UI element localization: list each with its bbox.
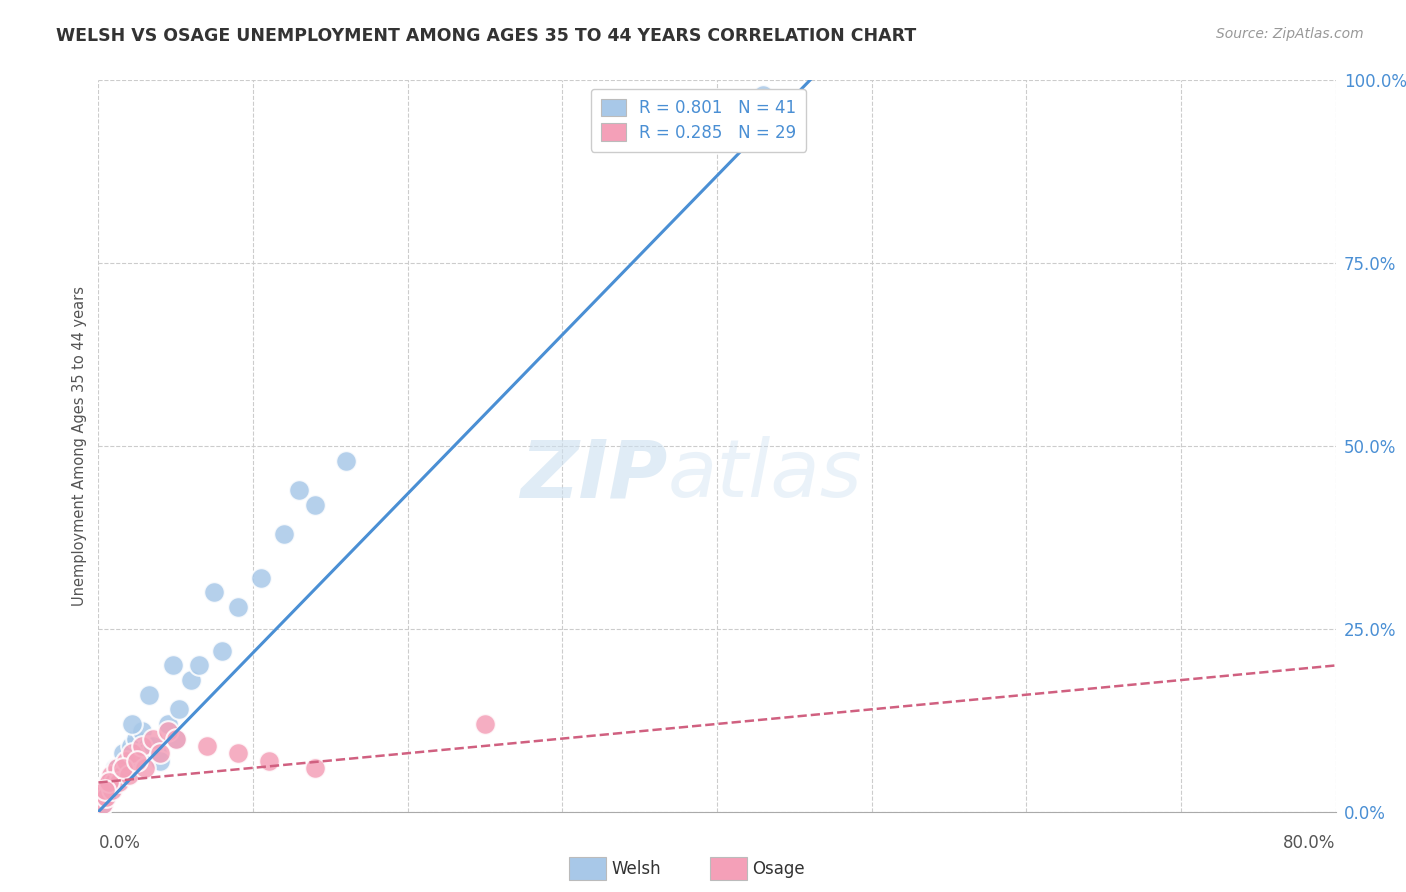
Point (188, 658, 211, 673)
Point (273, 526, 295, 541)
Point (134, 761, 156, 775)
Point (127, 754, 149, 768)
Text: 0.0%: 0.0% (98, 834, 141, 852)
Point (96, 790, 118, 805)
Point (167, 702, 190, 716)
Point (162, 658, 184, 673)
Point (131, 724, 153, 739)
Point (121, 717, 143, 731)
Point (120, 739, 142, 753)
Point (100, 782, 122, 797)
Point (257, 754, 280, 768)
Legend: R = 0.801   N = 41, R = 0.285   N = 29: R = 0.801 N = 41, R = 0.285 N = 29 (591, 88, 806, 152)
Point (115, 754, 138, 768)
Point (165, 731, 187, 746)
Point (335, 453, 357, 467)
Point (103, 775, 125, 789)
Text: WELSH VS OSAGE UNEMPLOYMENT AMONG AGES 35 TO 44 YEARS CORRELATION CHART: WELSH VS OSAGE UNEMPLOYMENT AMONG AGES 3… (56, 27, 917, 45)
Point (105, 768, 128, 782)
Point (250, 571, 273, 585)
Point (98, 775, 121, 789)
Point (98, 775, 121, 789)
Point (97, 782, 120, 797)
Point (91, 797, 114, 812)
Point (118, 768, 141, 782)
Text: 80.0%: 80.0% (1284, 834, 1336, 852)
Point (138, 688, 160, 702)
Point (149, 754, 172, 768)
Point (107, 775, 129, 789)
Point (157, 724, 180, 739)
Point (101, 782, 124, 797)
Point (146, 746, 169, 760)
Point (288, 483, 311, 497)
Y-axis label: Unemployment Among Ages 35 to 44 years: Unemployment Among Ages 35 to 44 years (72, 286, 87, 606)
Point (141, 731, 165, 746)
Point (91, 797, 114, 812)
Point (136, 739, 159, 753)
Point (101, 782, 124, 797)
Text: Osage: Osage (752, 860, 804, 878)
Text: Welsh: Welsh (612, 860, 661, 878)
Point (752, 87, 775, 102)
Point (195, 739, 218, 753)
Point (226, 599, 249, 614)
Point (149, 746, 172, 760)
Text: ZIP: ZIP (520, 436, 668, 515)
Point (180, 673, 202, 687)
Point (118, 761, 141, 775)
Point (93, 782, 115, 797)
Point (111, 768, 132, 782)
Point (157, 717, 180, 731)
Point (211, 644, 233, 658)
Point (93, 782, 115, 797)
Point (131, 739, 153, 753)
Point (134, 746, 156, 760)
Point (105, 761, 128, 775)
Point (117, 754, 139, 768)
Point (93, 790, 115, 805)
Point (124, 731, 146, 746)
Point (104, 761, 127, 775)
Point (474, 717, 496, 731)
Point (103, 775, 125, 789)
Point (127, 754, 149, 768)
Point (97, 775, 120, 789)
Point (226, 746, 249, 760)
Point (121, 746, 143, 760)
Point (111, 768, 132, 782)
Text: Source: ZipAtlas.com: Source: ZipAtlas.com (1216, 27, 1364, 41)
Text: atlas: atlas (668, 436, 862, 515)
Point (304, 761, 326, 775)
Point (112, 746, 135, 760)
Point (141, 739, 165, 753)
Point (96, 790, 118, 805)
Point (108, 768, 131, 782)
Point (165, 731, 187, 746)
Point (100, 768, 122, 782)
Point (90, 790, 112, 805)
Point (112, 761, 135, 775)
Point (304, 498, 326, 512)
Point (204, 585, 226, 599)
